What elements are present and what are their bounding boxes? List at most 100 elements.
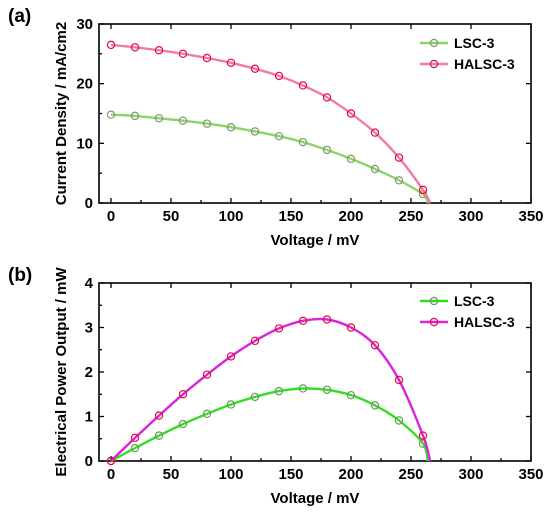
data-point [346, 323, 356, 332]
data-point [418, 431, 428, 440]
data-point [202, 119, 212, 128]
x-tick-label: 100 [218, 466, 243, 483]
y-axis-title: Current Density / mA/cm2 [53, 22, 70, 205]
data-point [130, 433, 140, 443]
x-tick-label: 0 [107, 466, 115, 483]
x-tick-label: 250 [398, 466, 423, 483]
y-tick-label: 0 [85, 195, 93, 212]
y-tick-label: 10 [76, 135, 93, 152]
y-tick-label: 3 [85, 320, 93, 337]
data-point [226, 123, 236, 132]
data-point [394, 416, 404, 425]
data-point [178, 390, 188, 399]
series-LSC-3: LSC-3 [106, 293, 495, 466]
data-point [370, 341, 380, 350]
data-point [346, 109, 356, 118]
data-point [322, 93, 332, 102]
y-axis-title: Electrical Power Output / mW [53, 267, 70, 477]
data-point [154, 411, 164, 420]
x-axis-title: Voltage / mV [271, 490, 360, 507]
legend-marker [429, 317, 439, 327]
x-tick-label: 350 [518, 208, 543, 225]
data-point [274, 71, 284, 81]
data-point [370, 164, 380, 174]
data-point [202, 53, 212, 63]
y-tick-label: 30 [76, 16, 93, 33]
x-tick-label: 150 [278, 466, 303, 483]
chart-panel-1: (b) 0 50 100 150 200 250 300 350 0 1 2 3 4 Voltage / m… [8, 265, 544, 507]
y-tick-label: 0 [85, 453, 93, 470]
x-tick-label: 50 [163, 466, 180, 483]
x-tick-label: 0 [107, 208, 115, 225]
data-point [346, 154, 356, 164]
data-point [202, 370, 212, 379]
data-point [154, 431, 164, 440]
x-tick-label: 300 [458, 466, 483, 483]
data-point [130, 443, 140, 453]
legend-label: HALSC-3 [454, 314, 515, 330]
y-tick-label: 20 [76, 76, 93, 93]
data-point [250, 392, 260, 402]
x-tick-label: 300 [458, 208, 483, 225]
x-tick-label: 350 [518, 466, 543, 483]
data-point [394, 176, 404, 185]
data-point [274, 386, 284, 396]
y-tick-label: 4 [85, 275, 94, 292]
x-tick-label: 150 [278, 208, 303, 225]
data-point [274, 131, 284, 141]
data-point [322, 145, 332, 155]
x-tick-label: 200 [338, 466, 363, 483]
data-point [394, 375, 404, 385]
data-point [130, 43, 140, 52]
data-point [178, 49, 188, 59]
data-point [370, 128, 380, 137]
series-line [110, 317, 432, 462]
data-point [274, 324, 284, 333]
data-point [298, 137, 308, 147]
panel-label: (b) [8, 265, 32, 286]
series-LSC-3: LSC-3 [106, 35, 495, 204]
panel-label: (a) [8, 6, 31, 27]
data-point [322, 315, 332, 324]
chart-panel-0: (a) 0 50 100 150 200 250 300 350 0 10 20 30 Voltage /… [8, 6, 544, 249]
x-axis-title: Voltage / mV [271, 232, 360, 249]
data-point [202, 409, 212, 419]
data-point [178, 419, 188, 429]
data-point [346, 390, 356, 400]
data-point [418, 185, 428, 195]
data-point [178, 116, 188, 125]
series-line [110, 43, 432, 204]
legend-label: HALSC-3 [454, 56, 515, 72]
data-point [106, 456, 116, 466]
data-point [154, 114, 164, 123]
legend-marker [429, 59, 439, 69]
data-point [106, 40, 116, 50]
y-tick-label: 1 [85, 409, 93, 426]
data-point [298, 316, 308, 326]
x-tick-label: 100 [218, 208, 243, 225]
data-point [130, 111, 140, 121]
x-tick-label: 200 [338, 208, 363, 225]
y-tick-label: 2 [85, 364, 93, 381]
data-point [322, 385, 332, 394]
x-tick-label: 50 [163, 208, 180, 225]
data-point [154, 46, 164, 55]
series-HALSC-3: HALSC-3 [106, 40, 515, 204]
data-point [226, 352, 236, 361]
series-HALSC-3: HALSC-3 [106, 314, 515, 466]
data-point [226, 400, 236, 409]
data-point [298, 81, 308, 90]
data-point [250, 336, 260, 346]
data-point [370, 401, 380, 410]
data-point [250, 127, 260, 136]
x-tick-label: 250 [398, 208, 423, 225]
data-point [298, 384, 308, 393]
legend-marker [429, 296, 439, 306]
data-point [394, 153, 404, 162]
legend-label: LSC-3 [454, 293, 495, 309]
data-point [106, 110, 116, 119]
data-point [250, 64, 260, 73]
legend-label: LSC-3 [454, 35, 495, 51]
data-point [226, 58, 236, 67]
